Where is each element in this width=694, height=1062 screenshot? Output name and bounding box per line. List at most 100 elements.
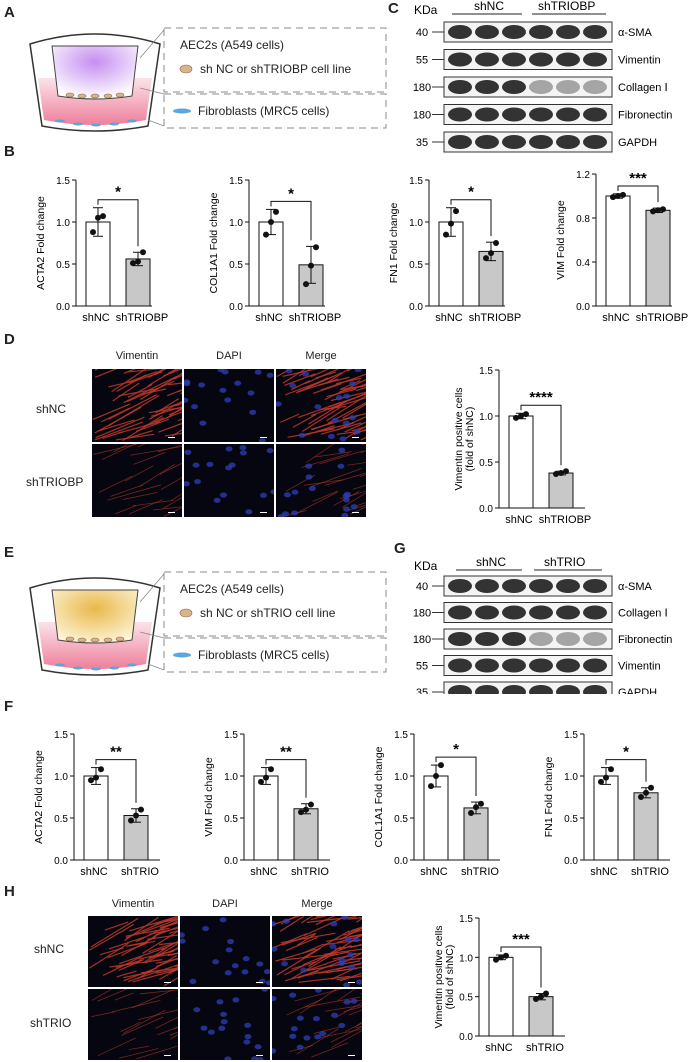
- y-tick-label: 0.5: [224, 814, 238, 825]
- data-point: [130, 260, 136, 267]
- bar-chart-b: 0.0 0.5 1.0 1.5 COL1A1 Fold change shNC shTRIO…: [208, 176, 341, 324]
- panel-label-g: G: [394, 540, 406, 557]
- x-category-label: shTRIO: [631, 866, 669, 878]
- blot-protein-label: Collagen Ⅰ: [618, 608, 668, 620]
- blot-band: [529, 632, 553, 646]
- significance-stars: ***: [629, 170, 647, 187]
- y-tick-label: 0.0: [576, 302, 590, 313]
- blot-band: [556, 632, 580, 646]
- blot-band: [529, 107, 553, 122]
- data-point: [263, 774, 269, 781]
- blot-band: [529, 135, 553, 149]
- blot-band: [502, 579, 526, 593]
- data-point: [478, 800, 484, 807]
- panel-label-d: D: [4, 331, 15, 348]
- data-point: [643, 789, 649, 796]
- bar-chart-f: 0.0 0.5 1.0 1.5 ACTA2 Fold change shNC shTRIO *…: [33, 730, 160, 878]
- blot-protein-label: Collagen Ⅰ: [618, 82, 668, 94]
- y-axis-label: Vimentin positive cells(fold of shNC): [455, 387, 476, 490]
- data-point: [438, 762, 444, 769]
- data-point: [258, 778, 264, 785]
- schematic-a-line3: Fibroblasts (MRC5 cells): [198, 104, 329, 118]
- panel-label-f: F: [4, 698, 14, 715]
- scale-bar: [256, 977, 263, 983]
- blot-protein-label: Fibronectin: [618, 634, 672, 646]
- data-point: [473, 804, 479, 811]
- y-tick-label: 0.5: [564, 814, 578, 825]
- blot-mw-label: 180: [413, 634, 431, 646]
- data-point: [650, 208, 656, 215]
- x-category-label: shNC: [80, 866, 108, 878]
- y-tick-label: 1.2: [576, 170, 590, 181]
- x-category-label: shTRIO: [526, 1042, 564, 1054]
- x-category-label: shNC: [602, 312, 630, 324]
- scale-bar: [348, 1050, 355, 1056]
- scale-bar: [168, 507, 175, 513]
- coculture-schematic-a: AEC2s (A549 cells) sh NC or shTRIOBP cel…: [29, 27, 387, 132]
- blot-band: [502, 605, 526, 620]
- vimentin-image: [92, 369, 182, 442]
- significance-bracket: [270, 200, 312, 241]
- data-point: [488, 250, 494, 257]
- y-tick-label: 1.0: [479, 412, 493, 423]
- scale-bar: [260, 432, 267, 438]
- blot-band: [502, 685, 526, 694]
- y-tick-label: 1.0: [54, 772, 68, 783]
- scale-bar: [256, 1050, 263, 1056]
- merge-image: [272, 989, 362, 1060]
- scale-bar: [164, 1050, 171, 1056]
- x-category-label: shNC: [435, 312, 463, 324]
- x-category-label: shTRIOBP: [469, 312, 522, 324]
- x-category-label: shNC: [250, 866, 278, 878]
- bar: [645, 209, 671, 307]
- data-point: [598, 778, 604, 785]
- data-point: [533, 996, 539, 1003]
- data-point: [428, 783, 434, 790]
- significance-bracket: [450, 199, 492, 237]
- data-point: [513, 414, 519, 421]
- data-point: [448, 220, 454, 227]
- significance-stars: ***: [512, 931, 530, 948]
- significance-stars: **: [280, 744, 292, 761]
- blot-band: [502, 632, 526, 646]
- y-tick-label: 1.0: [459, 953, 473, 964]
- blot-band: [475, 579, 499, 593]
- significance-bracket: [435, 756, 477, 797]
- bar: [125, 258, 151, 307]
- blot-band: [475, 25, 499, 39]
- data-point: [523, 411, 529, 418]
- bar: [508, 415, 534, 509]
- y-tick-label: 0.0: [54, 856, 68, 867]
- data-point: [655, 207, 661, 214]
- y-tick-label: 1.0: [229, 218, 243, 229]
- coculture-schematic-e: AEC2s (A549 cells) sh NC or shTRIO cell …: [29, 571, 387, 676]
- vimentin-image: [88, 989, 178, 1060]
- y-tick-label: 0.5: [229, 260, 243, 271]
- fibroblast-cells: [55, 119, 137, 127]
- x-category-label: shNC: [82, 312, 110, 324]
- x-category-label: shTRIO: [291, 866, 329, 878]
- data-point: [100, 213, 106, 220]
- schematic-e-line3: Fibroblasts (MRC5 cells): [198, 648, 329, 662]
- y-tick-label: 0.5: [409, 260, 423, 271]
- y-tick-label: 0.5: [54, 814, 68, 825]
- y-tick-label: 0.0: [409, 302, 423, 313]
- y-tick-label: 1.0: [409, 218, 423, 229]
- micro-d-col-merge: Merge: [305, 350, 337, 362]
- data-point: [308, 262, 314, 269]
- blot-band: [448, 135, 472, 149]
- merge-image: [276, 444, 366, 517]
- significance-stars: *: [288, 185, 294, 202]
- micro-h-row-shnc: shNC: [34, 942, 65, 956]
- bar: [253, 775, 279, 861]
- blot-band: [529, 25, 553, 39]
- data-point: [498, 954, 504, 961]
- blot-band: [583, 685, 607, 694]
- bar-chart-c: 0.0 0.5 1.0 1.5 FN1 Fold change shNC shTRIOBP *: [388, 176, 522, 324]
- data-point: [298, 809, 304, 816]
- blot-protein-label: Vimentin: [618, 55, 661, 67]
- bar-chart-f: 0.0 0.5 1.0 1.5 FN1 Fold change shNC shTRIO *: [543, 730, 670, 878]
- data-point: [138, 806, 144, 813]
- schematic-e-line1: AEC2s (A549 cells): [180, 582, 284, 596]
- significance-bracket: [605, 759, 647, 782]
